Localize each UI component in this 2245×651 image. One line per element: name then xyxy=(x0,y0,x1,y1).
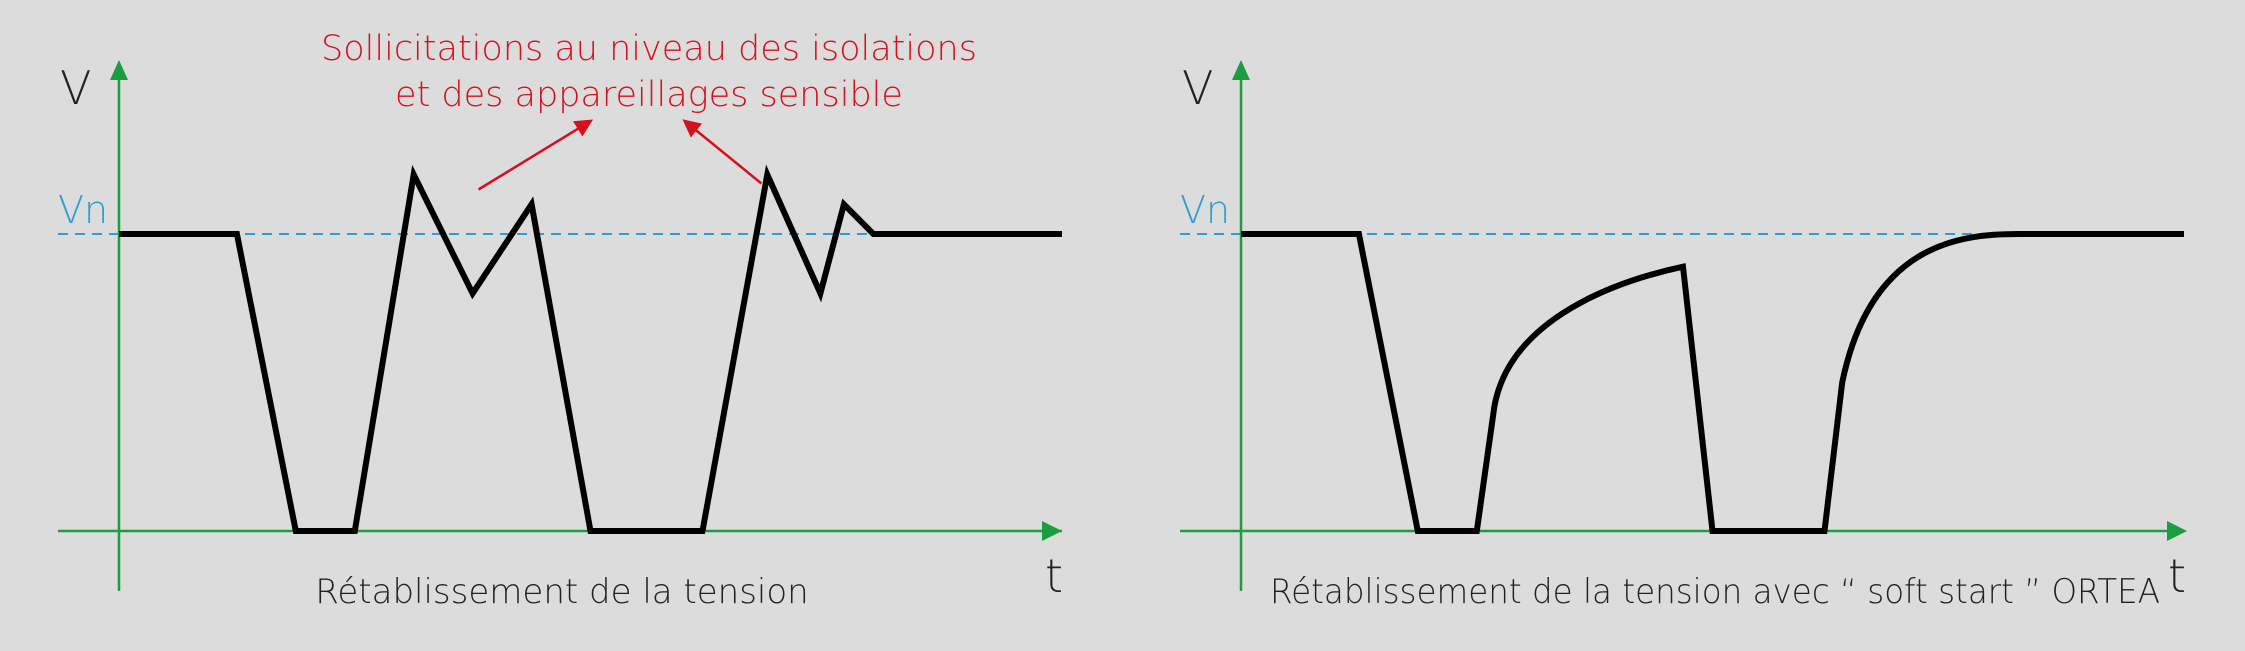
chart-left: V t Vn Rétablissement de la tension Soll… xyxy=(58,29,1063,612)
left-caption: Rétablissement de la tension xyxy=(315,572,808,612)
annotation-arrow-right xyxy=(682,119,763,185)
left-signal-line xyxy=(119,164,1062,534)
left-reference-label: Vn xyxy=(58,188,108,232)
right-x-axis-label: t xyxy=(2168,549,2186,603)
right-x-axis-arrow xyxy=(2167,521,2187,541)
annotation-arrow-left xyxy=(477,119,594,191)
chart-right: V t Vn Rétablissement de la tension avec… xyxy=(1180,60,2187,612)
right-y-axis-arrow xyxy=(1232,60,1250,80)
right-caption: Rétablissement de la tension avec “ soft… xyxy=(1270,572,2160,612)
left-annotation: Sollicitations au niveau des isolations … xyxy=(321,29,977,191)
left-x-axis-arrow xyxy=(1042,521,1062,541)
left-y-axis-label: V xyxy=(60,61,91,115)
left-y-axis-arrow xyxy=(110,60,128,80)
right-signal-line xyxy=(1241,231,2184,534)
left-x-axis-label: t xyxy=(1045,549,1063,603)
right-y-axis-label: V xyxy=(1182,61,1213,115)
annotation-line-2: et des appareillages sensible xyxy=(395,75,903,115)
right-reference-label: Vn xyxy=(1180,188,1230,232)
annotation-line-1: Sollicitations au niveau des isolations xyxy=(321,29,977,69)
